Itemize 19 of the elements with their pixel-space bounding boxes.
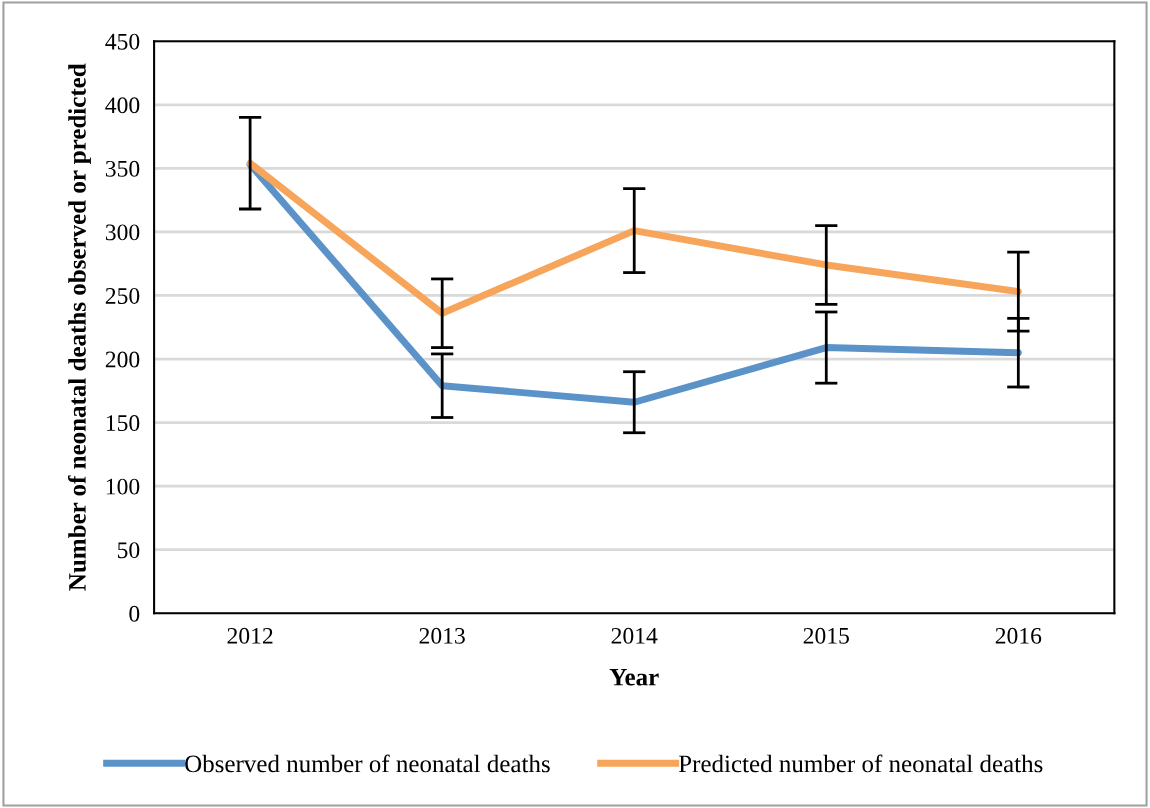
- y-tick-label: 350: [105, 160, 140, 177]
- x-tick-label: 2014: [611, 627, 658, 644]
- y-tick-label: 150: [106, 415, 140, 432]
- y-tick-label: 0: [129, 605, 140, 622]
- y-axis-title: Number of neonatal deaths observed or predicted: [67, 63, 91, 591]
- y-tick-label: 200: [105, 351, 140, 368]
- x-axis-title: Year: [609, 668, 659, 686]
- y-tick-label: 100: [106, 478, 140, 495]
- x-tick-label: 2012: [227, 627, 273, 644]
- x-tick-label: 2015: [803, 627, 849, 644]
- x-tick-label: 2016: [995, 627, 1042, 644]
- y-tick-label: 250: [105, 287, 140, 304]
- legend-label: Predicted number of neonatal deaths: [678, 754, 1043, 773]
- x-tick-label: 2013: [419, 627, 465, 644]
- y-tick-label: 50: [117, 542, 140, 559]
- y-tick-label: 400: [105, 97, 140, 114]
- y-tick-label: 450: [105, 33, 140, 50]
- legend-label: Observed number of neonatal deaths: [185, 754, 550, 773]
- y-tick-label: 300: [105, 224, 140, 241]
